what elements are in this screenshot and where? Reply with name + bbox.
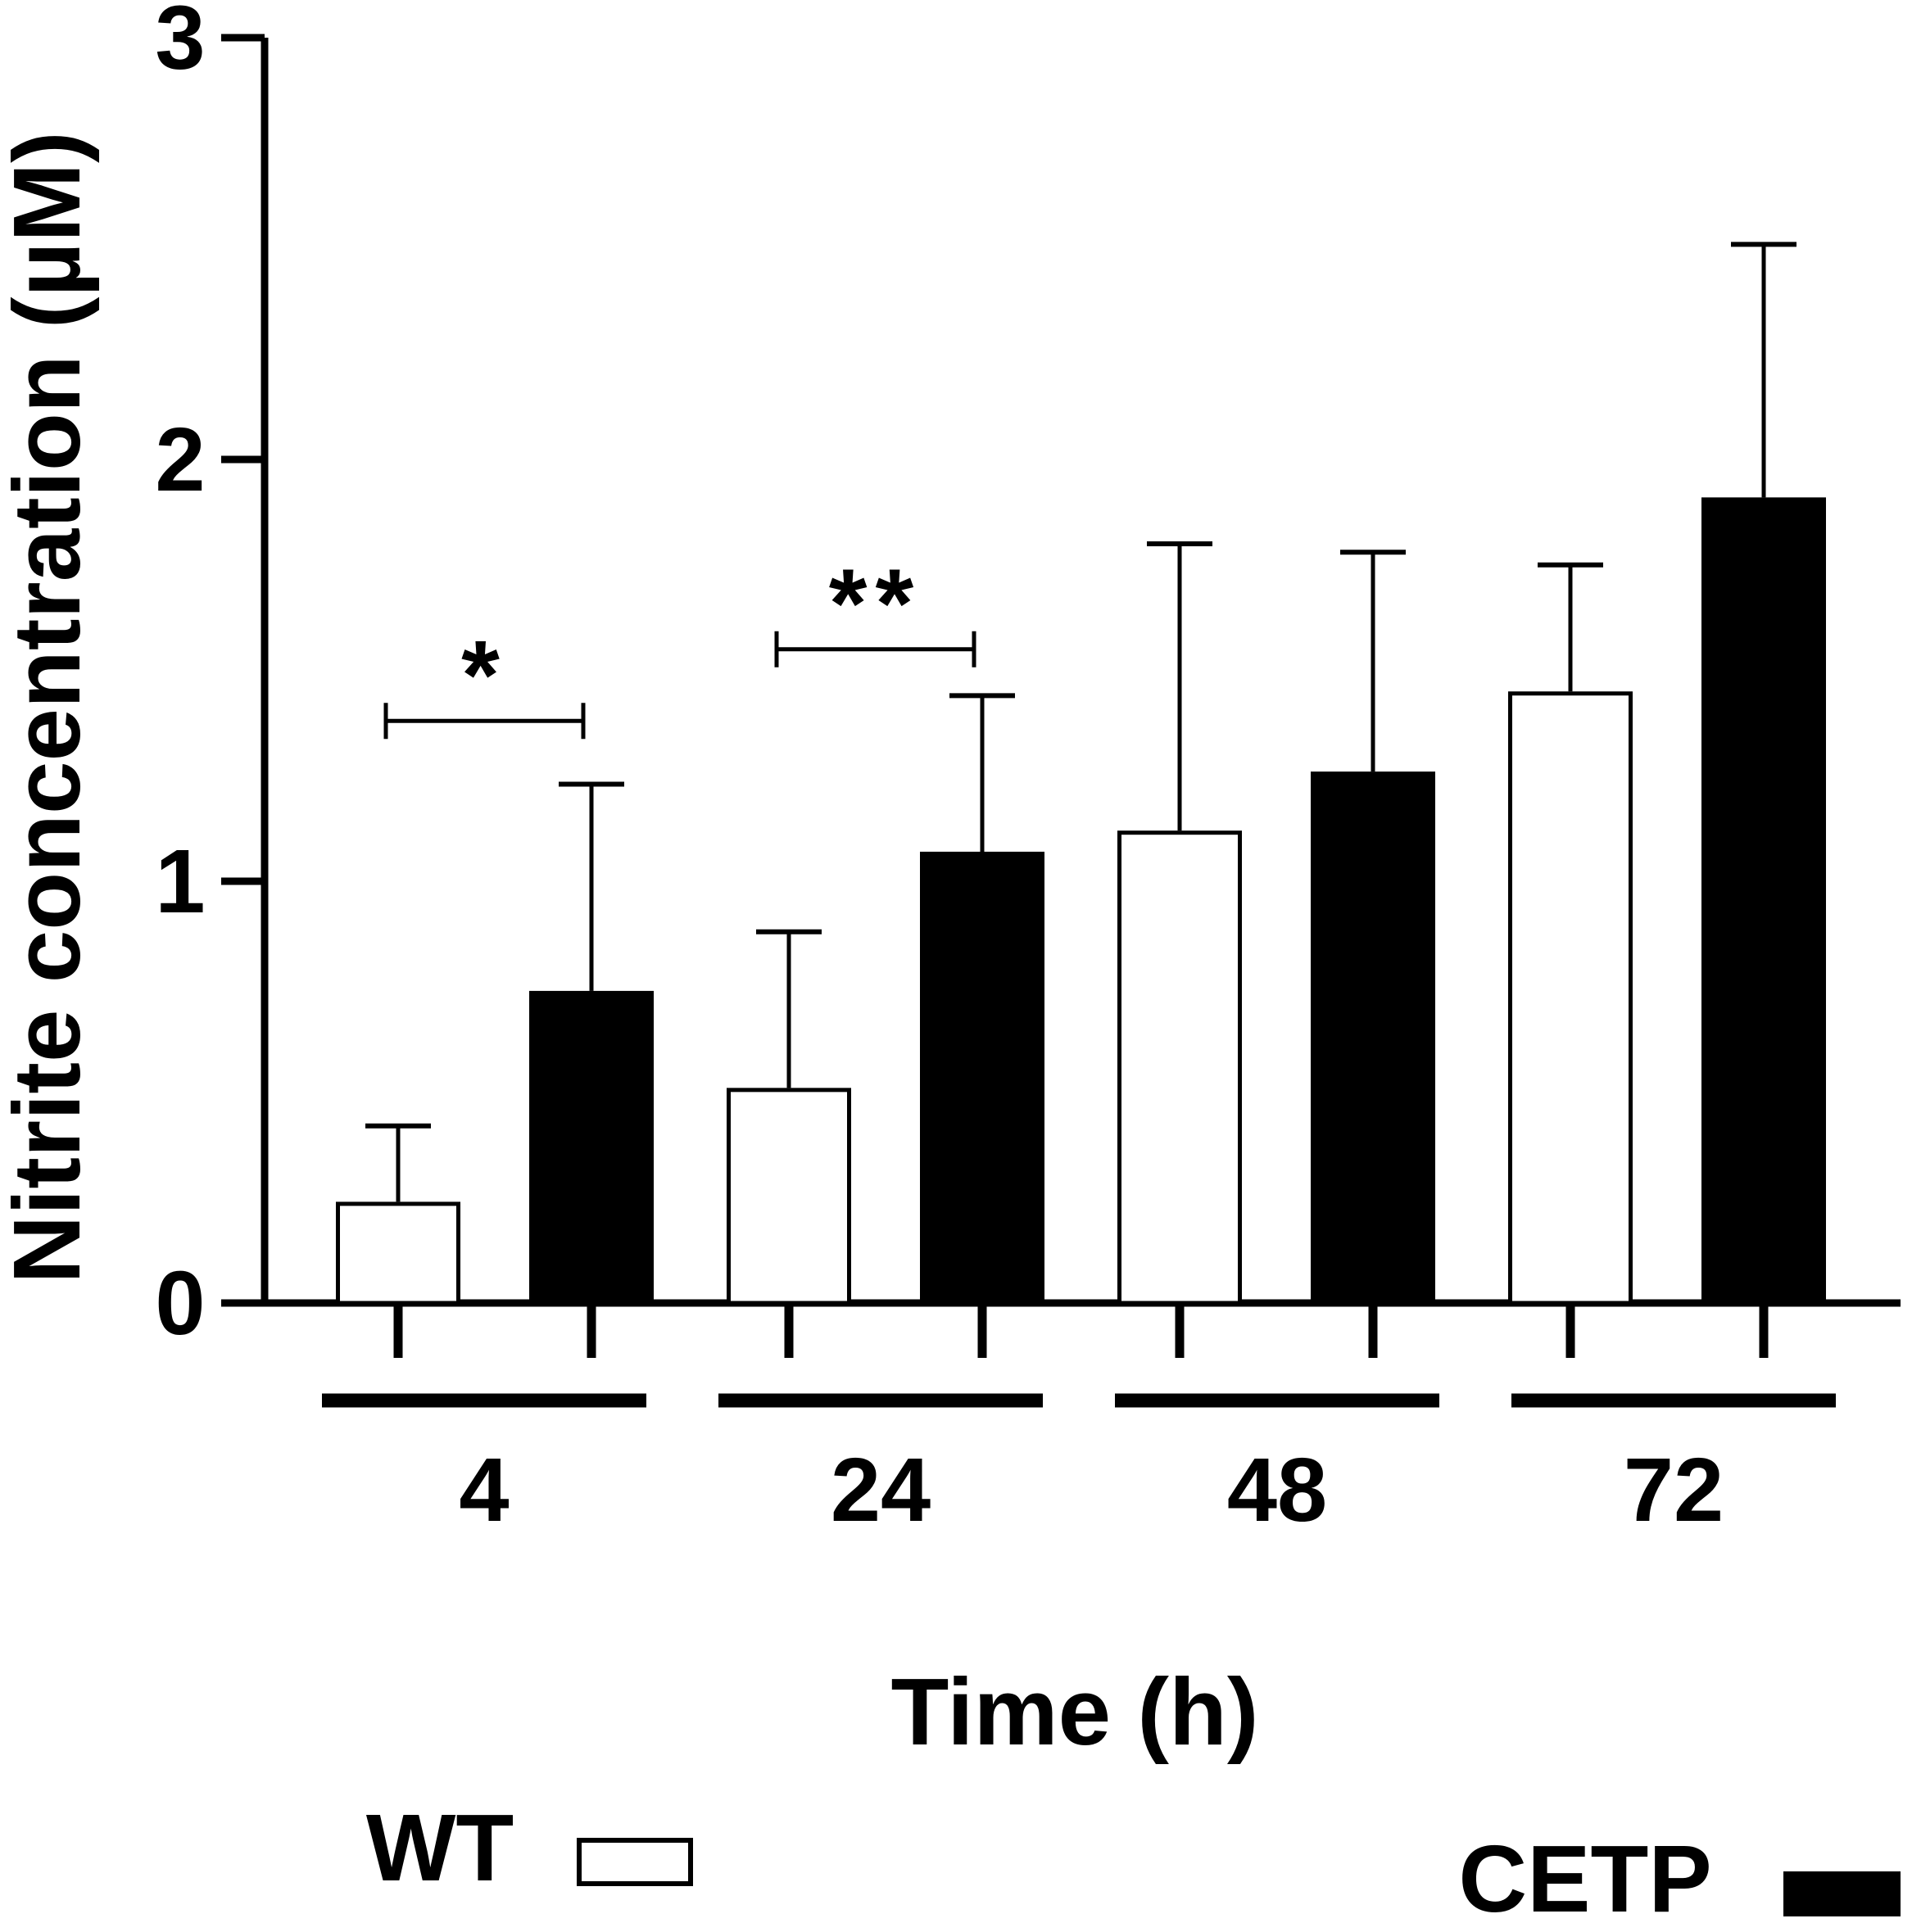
bar-cetp-24	[920, 851, 1044, 1303]
bar-cetp-48	[1311, 771, 1435, 1303]
legend-swatch-wt	[577, 1838, 693, 1886]
bar-wt-4	[336, 1201, 460, 1305]
y-tick-label-0: 0	[155, 1253, 205, 1354]
x-tick-label-4: 4	[459, 1440, 509, 1541]
legend-label-cetp: CETP	[1458, 1826, 1711, 1932]
x-tick-label-24: 24	[831, 1440, 931, 1541]
bar-wt-72	[1508, 691, 1633, 1305]
significance-label-4: *	[461, 620, 508, 730]
y-tick-label-2: 2	[155, 409, 205, 510]
x-tick-label-72: 72	[1624, 1440, 1724, 1541]
y-tick-label-3: 3	[155, 0, 205, 88]
legend-label-wt: WT	[366, 1794, 514, 1901]
x-axis-title: Time (h)	[891, 1658, 1259, 1765]
legend-swatch-cetp	[1783, 1871, 1901, 1916]
bar-wt-24	[727, 1088, 851, 1305]
y-axis-title: Nitrite concentration (µM)	[0, 131, 100, 1283]
bar-wt-48	[1117, 830, 1242, 1305]
y-tick-label-1: 1	[155, 831, 205, 932]
x-tick-label-48: 48	[1227, 1440, 1327, 1541]
bar-cetp-72	[1701, 497, 1826, 1303]
bar-cetp-4	[529, 990, 654, 1303]
bars	[336, 242, 1826, 1305]
significance-label-24: **	[829, 549, 922, 658]
